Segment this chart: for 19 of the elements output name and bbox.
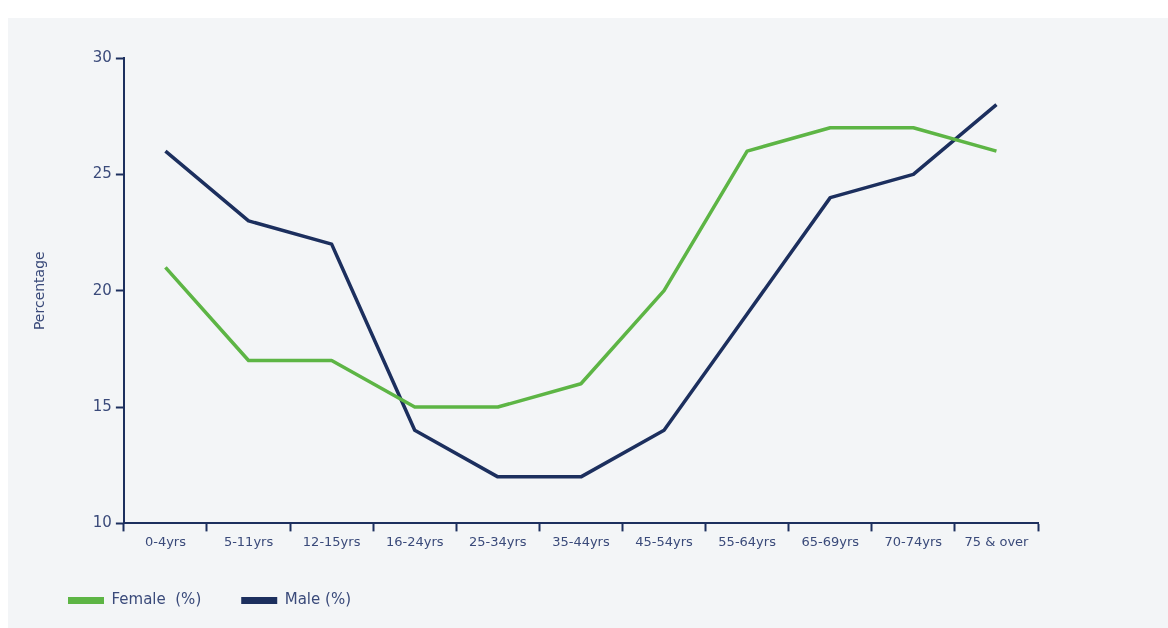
x-tick-label: 65-69yrs <box>801 533 860 549</box>
y-axis-title: Percentage <box>31 251 48 331</box>
x-tick-label: 55-64yrs <box>718 533 777 549</box>
y-tick-label: 20 <box>92 280 112 299</box>
x-tick-label: 5-11yrs <box>223 533 274 549</box>
x-tick-label: 0-4yrs <box>144 533 187 549</box>
x-tick-label: 70-74yrs <box>884 533 943 549</box>
x-tick-label: 25-34yrs <box>469 533 527 549</box>
y-tick-label: 15 <box>92 396 112 415</box>
x-tick-label: 75 & over <box>964 533 1030 549</box>
y-tick-label: 25 <box>92 164 112 183</box>
y-tick-label: 10 <box>92 513 112 532</box>
legend-label: Female (%) <box>111 590 202 609</box>
x-tick-label: 45-54yrs <box>635 533 694 549</box>
legend-label: Male (%) <box>284 590 351 609</box>
x-tick-label: 16-24yrs <box>385 533 444 549</box>
x-tick-label: 35-44yrs <box>552 533 610 549</box>
x-tick-label: 12-15yrs <box>302 533 361 549</box>
y-tick-label: 30 <box>92 47 112 66</box>
